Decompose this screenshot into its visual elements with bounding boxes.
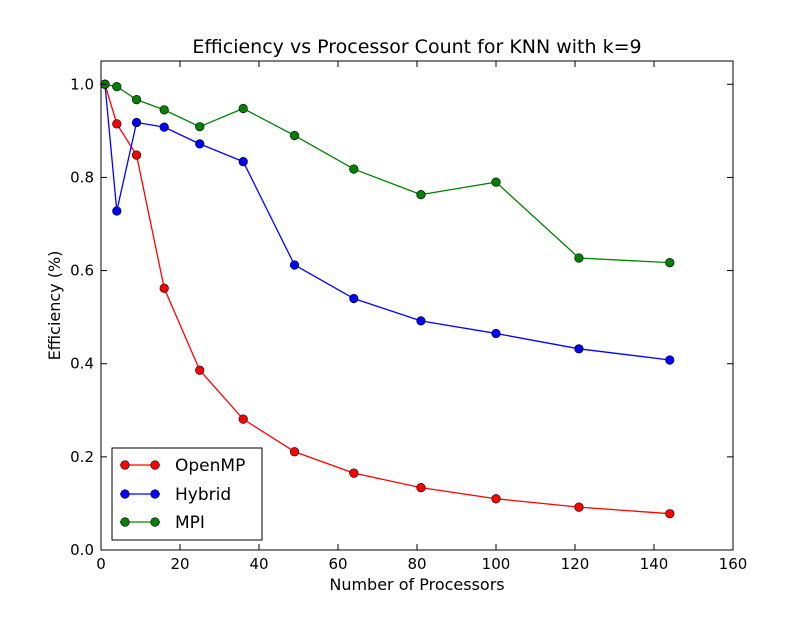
- legend-marker-hybrid: [150, 489, 160, 499]
- x-tick-label: 20: [170, 555, 189, 573]
- data-point-hybrid: [131, 117, 142, 128]
- x-tick-label: 140: [640, 555, 669, 573]
- y-tick-label: 1.0: [70, 75, 94, 93]
- data-point-hybrid: [238, 156, 248, 167]
- x-tick-label: 160: [719, 555, 748, 573]
- legend: OpenMP Hybrid MPI: [111, 447, 263, 541]
- legend-marker-openmp: [150, 460, 160, 470]
- y-tick-label: 0.6: [70, 262, 94, 280]
- series-line-hybrid: [104, 84, 670, 361]
- data-point-mpi: [574, 253, 584, 263]
- data-point-hybrid: [665, 355, 675, 365]
- data-point-openmp: [112, 119, 122, 129]
- y-tick-label: 0.0: [70, 541, 94, 559]
- data-point-mpi: [289, 130, 300, 141]
- data-point-openmp: [195, 365, 205, 375]
- data-point-hybrid: [349, 293, 359, 304]
- data-point-hybrid: [195, 139, 205, 149]
- x-tick-label: 100: [482, 555, 511, 573]
- data-point-openmp: [574, 502, 584, 512]
- legend-marker-openmp: [120, 460, 130, 470]
- data-point-hybrid: [416, 316, 426, 326]
- data-point-mpi: [349, 164, 359, 174]
- data-point-hybrid: [159, 122, 169, 132]
- data-point-openmp: [665, 509, 675, 519]
- legend-marker-hybrid: [120, 489, 130, 499]
- legend-marker-mpi: [150, 517, 160, 527]
- series-line-openmp: [104, 84, 670, 515]
- y-tick-label: 0.2: [70, 448, 94, 466]
- data-point-hybrid: [289, 260, 300, 270]
- legend-entry-hybrid: Hybrid: [120, 485, 231, 505]
- data-point-openmp: [491, 494, 501, 504]
- data-point-mpi: [131, 95, 142, 105]
- x-tick-label: 80: [407, 555, 426, 573]
- legend-marker-mpi: [120, 517, 130, 527]
- data-point-hybrid: [574, 344, 584, 354]
- legend-entry-openmp: OpenMP: [120, 456, 245, 476]
- data-point-hybrid: [491, 328, 501, 339]
- legend-entry-mpi: MPI: [120, 513, 205, 533]
- x-tick-label: 40: [249, 555, 268, 573]
- x-axis-title: Number of Processors: [329, 575, 504, 594]
- data-point-openmp: [289, 447, 300, 457]
- data-point-openmp: [131, 150, 142, 160]
- series-line-mpi: [104, 83, 670, 264]
- data-point-mpi: [195, 122, 205, 132]
- chart-title: Efficiency vs Processor Count for KNN wi…: [192, 36, 641, 58]
- legend-label-mpi: MPI: [175, 513, 205, 533]
- data-point-mpi: [416, 190, 426, 200]
- data-point-mpi: [112, 82, 122, 92]
- legend-label-hybrid: Hybrid: [175, 485, 231, 505]
- data-point-openmp: [159, 283, 169, 293]
- data-point-mpi: [159, 105, 169, 115]
- data-point-mpi: [665, 258, 675, 268]
- x-tick-label: 60: [328, 555, 347, 573]
- y-tick-label: 0.4: [70, 355, 94, 373]
- x-tick-label: 120: [561, 555, 590, 573]
- y-tick-label: 0.8: [70, 168, 94, 186]
- data-point-openmp: [238, 414, 248, 424]
- x-tick-label: 0: [96, 555, 106, 573]
- data-point-mpi: [491, 177, 501, 187]
- legend-label-openmp: OpenMP: [175, 456, 245, 476]
- data-point-openmp: [349, 468, 359, 478]
- data-point-mpi: [238, 103, 248, 114]
- data-point-openmp: [416, 482, 426, 493]
- y-axis-title: Efficiency (%): [45, 251, 64, 361]
- data-point-hybrid: [112, 206, 122, 216]
